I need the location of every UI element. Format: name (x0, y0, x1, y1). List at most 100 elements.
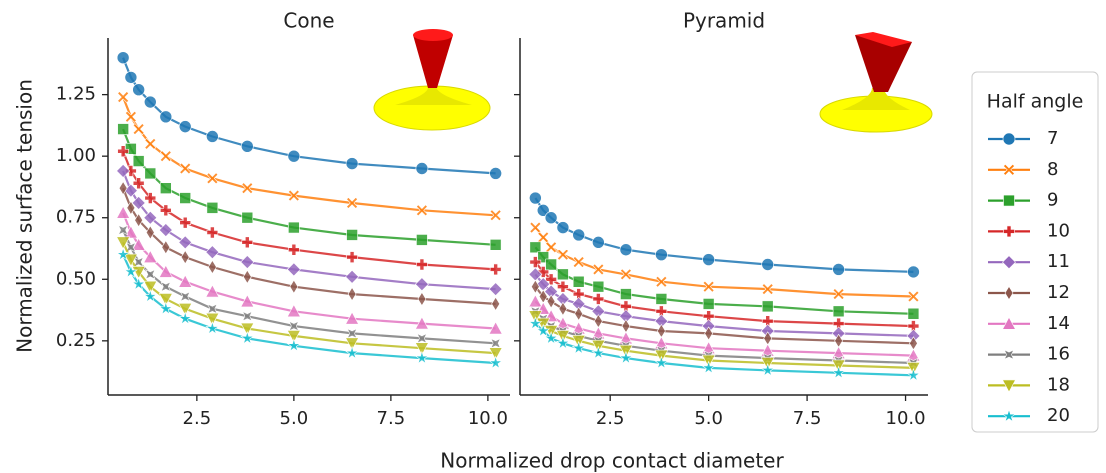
marker (345, 157, 359, 170)
marker (286, 338, 301, 352)
marker (117, 123, 129, 135)
marker (158, 301, 173, 315)
marker (116, 247, 131, 261)
legend-label: 18 (1047, 374, 1070, 395)
marker (906, 367, 921, 382)
marker (414, 316, 429, 330)
marker (116, 236, 131, 250)
marker (557, 280, 569, 293)
marker (546, 294, 556, 309)
marker (702, 280, 715, 293)
marker (571, 340, 586, 355)
marker (132, 123, 145, 136)
marker (528, 294, 543, 308)
marker (1003, 349, 1015, 360)
marker (134, 213, 144, 228)
y-axis-label: Normalized surface tension (13, 79, 37, 353)
marker (118, 181, 128, 196)
marker (240, 330, 255, 345)
marker (123, 253, 138, 267)
marker (529, 256, 542, 268)
marker (415, 204, 428, 217)
marker (124, 110, 137, 123)
marker (537, 231, 550, 244)
marker (414, 277, 429, 292)
marker (1002, 255, 1016, 270)
marker (592, 293, 605, 305)
legend-label: 9 (1047, 190, 1058, 211)
marker (145, 225, 155, 240)
x-tick-label: 7.5 (377, 408, 406, 429)
marker (205, 284, 220, 298)
marker (1001, 379, 1017, 393)
marker (347, 286, 357, 302)
marker (1004, 285, 1014, 301)
marker (178, 311, 193, 325)
marker (556, 221, 570, 234)
marker (907, 290, 920, 303)
legend-title: Half angle (987, 91, 1084, 113)
marker (415, 162, 429, 175)
marker (655, 248, 668, 261)
marker (704, 326, 713, 341)
marker (286, 304, 301, 318)
marker (1003, 225, 1015, 238)
marker (488, 282, 503, 297)
marker (345, 337, 360, 351)
marker (158, 264, 173, 278)
series-line (534, 246, 914, 315)
marker (592, 280, 605, 293)
marker (544, 330, 559, 345)
marker (544, 211, 558, 225)
marker (205, 312, 220, 326)
marker (161, 240, 171, 255)
marker (702, 298, 715, 310)
marker (159, 110, 173, 124)
marker (116, 164, 131, 178)
marker (618, 350, 634, 365)
marker (907, 265, 920, 279)
x-tick-label: 2.5 (596, 408, 625, 429)
marker (572, 275, 585, 288)
marker (144, 192, 157, 204)
legend-label: 7 (1047, 128, 1058, 149)
marker (591, 345, 606, 360)
marker (416, 234, 428, 246)
x-tick-label: 5.0 (694, 408, 723, 429)
x-axis-label: Normalized drop contact diameter (440, 449, 784, 473)
marker (414, 342, 429, 356)
marker (488, 321, 503, 335)
marker (160, 182, 172, 194)
marker (555, 316, 570, 330)
marker (572, 256, 585, 268)
series-line (534, 197, 914, 273)
marker (489, 263, 502, 276)
marker (117, 224, 129, 236)
marker (528, 316, 543, 330)
marker (178, 303, 193, 316)
marker (132, 177, 145, 190)
marker (488, 355, 503, 370)
marker (832, 288, 845, 300)
series-line (122, 128, 496, 246)
marker (241, 236, 254, 249)
marker (288, 320, 300, 332)
marker (205, 321, 220, 335)
marker (655, 275, 668, 288)
marker (145, 269, 156, 280)
marker (178, 274, 193, 288)
marker (240, 255, 255, 269)
marker (131, 196, 146, 210)
marker (1003, 163, 1015, 176)
marker (179, 216, 192, 229)
marker (761, 283, 774, 296)
panel-title: Cone (283, 9, 334, 33)
legend-label: 14 (1047, 313, 1070, 334)
marker (143, 249, 158, 263)
marker (287, 189, 300, 202)
marker (531, 279, 540, 294)
legend-label: 10 (1047, 220, 1070, 241)
x-tick-label: 10.0 (886, 408, 926, 429)
x-tick-label: 10.0 (468, 408, 508, 429)
